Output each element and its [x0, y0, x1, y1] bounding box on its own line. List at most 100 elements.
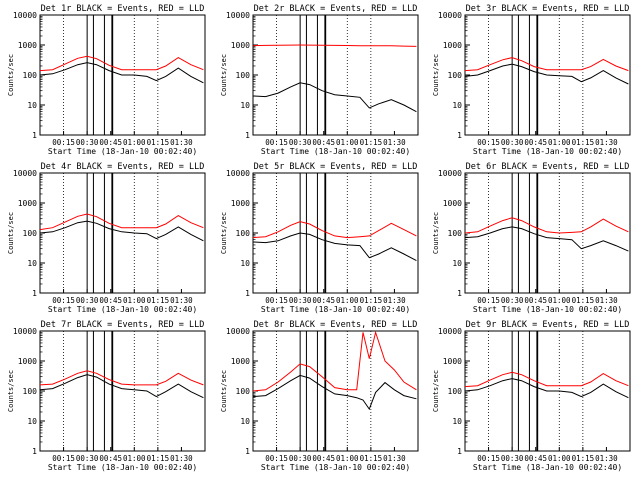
panel-9-x-tick-label: 01:15 [572, 454, 595, 463]
panel-8-x-tick-label: 01:00 [336, 454, 359, 463]
panel-5-y-tick-label: 100 [236, 229, 251, 238]
panel-9-series-events [464, 378, 629, 399]
panel-7-x-tick-label: 01:15 [147, 454, 170, 463]
panel-6-series-lld [464, 217, 629, 234]
panel-2-y-tick-label: 10 [240, 101, 250, 110]
panel-5-x-tick-label: 00:30 [289, 296, 312, 305]
panel-5-x-tick-label: 01:00 [336, 296, 359, 305]
panel-9-y-tick-label: 1000 [443, 357, 462, 366]
panel-6-x-tick-label: 00:30 [501, 296, 524, 305]
panel-8-y-axis-label: Counts/sec [220, 370, 228, 412]
panel-8-x-tick-label: 01:30 [383, 454, 406, 463]
panel-3-x-tick-label: 01:30 [595, 138, 618, 147]
panel-2-x-tick-label: 00:30 [289, 138, 312, 147]
panel-3-y-tick-label: 10000 [438, 11, 462, 20]
panel-9-y-tick-label: 100 [448, 387, 463, 396]
panel-7-y-tick-label: 10 [27, 417, 37, 426]
panel-3-y-tick-label: 100 [448, 71, 463, 80]
panel-3-x-tick-label: 01:00 [548, 138, 571, 147]
panel-6-x-axis-label: Start Time (18-Jan-10 00:02:40) [473, 305, 622, 314]
panel-5-x-axis-label: Start Time (18-Jan-10 00:02:40) [261, 305, 410, 314]
panel-5-y-tick-label: 10000 [226, 169, 250, 178]
panel-6-y-tick-label: 10 [452, 259, 462, 268]
panel-3-y-tick-label: 1000 [443, 41, 462, 50]
panel-7-series-events [39, 374, 204, 399]
panel-3-y-tick-label: 10 [452, 101, 462, 110]
panel-5-plot-frame [252, 172, 419, 294]
panel-7-x-axis-label: Start Time (18-Jan-10 00:02:40) [48, 463, 197, 472]
panel-1-series-lld [39, 55, 204, 72]
panel-8-x-tick-label: 01:15 [360, 454, 383, 463]
panel-5-title: Det 5r BLACK = Events, RED = LLD [254, 162, 418, 172]
panel-3-series-events [464, 63, 629, 85]
panel-7-title: Det 7r BLACK = Events, RED = LLD [41, 320, 205, 330]
panel-3-series-lld [464, 57, 629, 72]
panel-4-x-tick-label: 00:45 [99, 296, 122, 305]
panel-1-x-axis-label: Start Time (18-Jan-10 00:02:40) [48, 147, 197, 156]
panel-4-x-axis-label: Start Time (18-Jan-10 00:02:40) [48, 305, 197, 314]
panel-3-y-tick-label: 1 [457, 131, 462, 140]
panel-6-x-tick-label: 01:15 [572, 296, 595, 305]
panel-1-x-tick-label: 01:30 [170, 138, 193, 147]
panel-4-x-tick-label: 01:15 [147, 296, 170, 305]
panel-1-x-tick-label: 00:45 [99, 138, 122, 147]
panel-8-series-events [252, 374, 417, 411]
panel-3-title: Det 3r BLACK = Events, RED = LLD [466, 4, 630, 14]
panel-7-y-tick-label: 100 [23, 387, 38, 396]
panel-1-x-tick-label: 01:00 [123, 138, 146, 147]
panel-7-series-lld [39, 370, 204, 386]
panel-1-y-axis-label: Counts/sec [7, 54, 15, 96]
panel-5-x-tick-label: 01:30 [383, 296, 406, 305]
panel-2-y-tick-label: 1000 [231, 41, 250, 50]
panel-3-x-tick-label: 01:15 [572, 138, 595, 147]
panel-6-x-tick-label: 00:15 [477, 296, 500, 305]
panel-6-y-axis-label: Counts/sec [432, 212, 440, 254]
panel-1-y-tick-label: 1000 [18, 41, 37, 50]
panel-4-y-tick-label: 10 [27, 259, 37, 268]
panel-3-x-axis-label: Start Time (18-Jan-10 00:02:40) [473, 147, 622, 156]
panel-3-x-tick-label: 00:15 [477, 138, 500, 147]
panel-8-y-tick-label: 10 [240, 417, 250, 426]
panel-4-x-tick-label: 01:30 [170, 296, 193, 305]
panel-6-y-tick-label: 1 [457, 289, 462, 298]
panel-8-plot-frame [252, 330, 419, 452]
panel-4-x-tick-label: 01:00 [123, 296, 146, 305]
panel-1-y-tick-label: 100 [23, 71, 38, 80]
panel-9-y-tick-label: 10 [452, 417, 462, 426]
panel-8-series-lld [252, 330, 417, 392]
panel-4-y-tick-label: 10000 [13, 169, 37, 178]
panel-7-x-tick-label: 01:00 [123, 454, 146, 463]
panel-4-x-tick-label: 00:15 [52, 296, 75, 305]
panel-7-y-tick-label: 10000 [13, 327, 37, 336]
panel-2-series-events [252, 82, 417, 113]
panel-5-y-tick-label: 10 [240, 259, 250, 268]
panel-2-x-tick-label: 01:30 [383, 138, 406, 147]
panel-2-y-tick-label: 100 [236, 71, 251, 80]
panel-9-y-tick-label: 1 [457, 447, 462, 456]
panel-3-x-tick-label: 00:45 [524, 138, 547, 147]
panel-4-y-axis-label: Counts/sec [7, 212, 15, 254]
panel-1-x-tick-label: 01:15 [147, 138, 170, 147]
panel-8-y-tick-label: 1000 [231, 357, 250, 366]
panel-8-y-tick-label: 10000 [226, 327, 250, 336]
panel-5-x-tick-label: 00:15 [265, 296, 288, 305]
panel-8-x-tick-label: 00:30 [289, 454, 312, 463]
panel-9-series-lld [464, 371, 629, 388]
panel-5-x-tick-label: 00:45 [312, 296, 335, 305]
panel-4-y-tick-label: 1 [32, 289, 37, 298]
panel-4-x-tick-label: 00:30 [76, 296, 99, 305]
panel-2-x-tick-label: 01:00 [336, 138, 359, 147]
panel-2-x-tick-label: 00:15 [265, 138, 288, 147]
panel-1-x-tick-label: 00:30 [76, 138, 99, 147]
panel-4-series-events [39, 220, 204, 242]
panel-6-y-tick-label: 1000 [443, 199, 462, 208]
panel-8-title: Det 8r BLACK = Events, RED = LLD [254, 320, 418, 330]
panel-9-x-tick-label: 01:00 [548, 454, 571, 463]
panel-6-y-tick-label: 100 [448, 229, 463, 238]
panel-6-x-tick-label: 01:00 [548, 296, 571, 305]
panel-6-series-events [464, 226, 629, 252]
panel-2-x-tick-label: 01:15 [360, 138, 383, 147]
panel-6-x-tick-label: 00:45 [524, 296, 547, 305]
